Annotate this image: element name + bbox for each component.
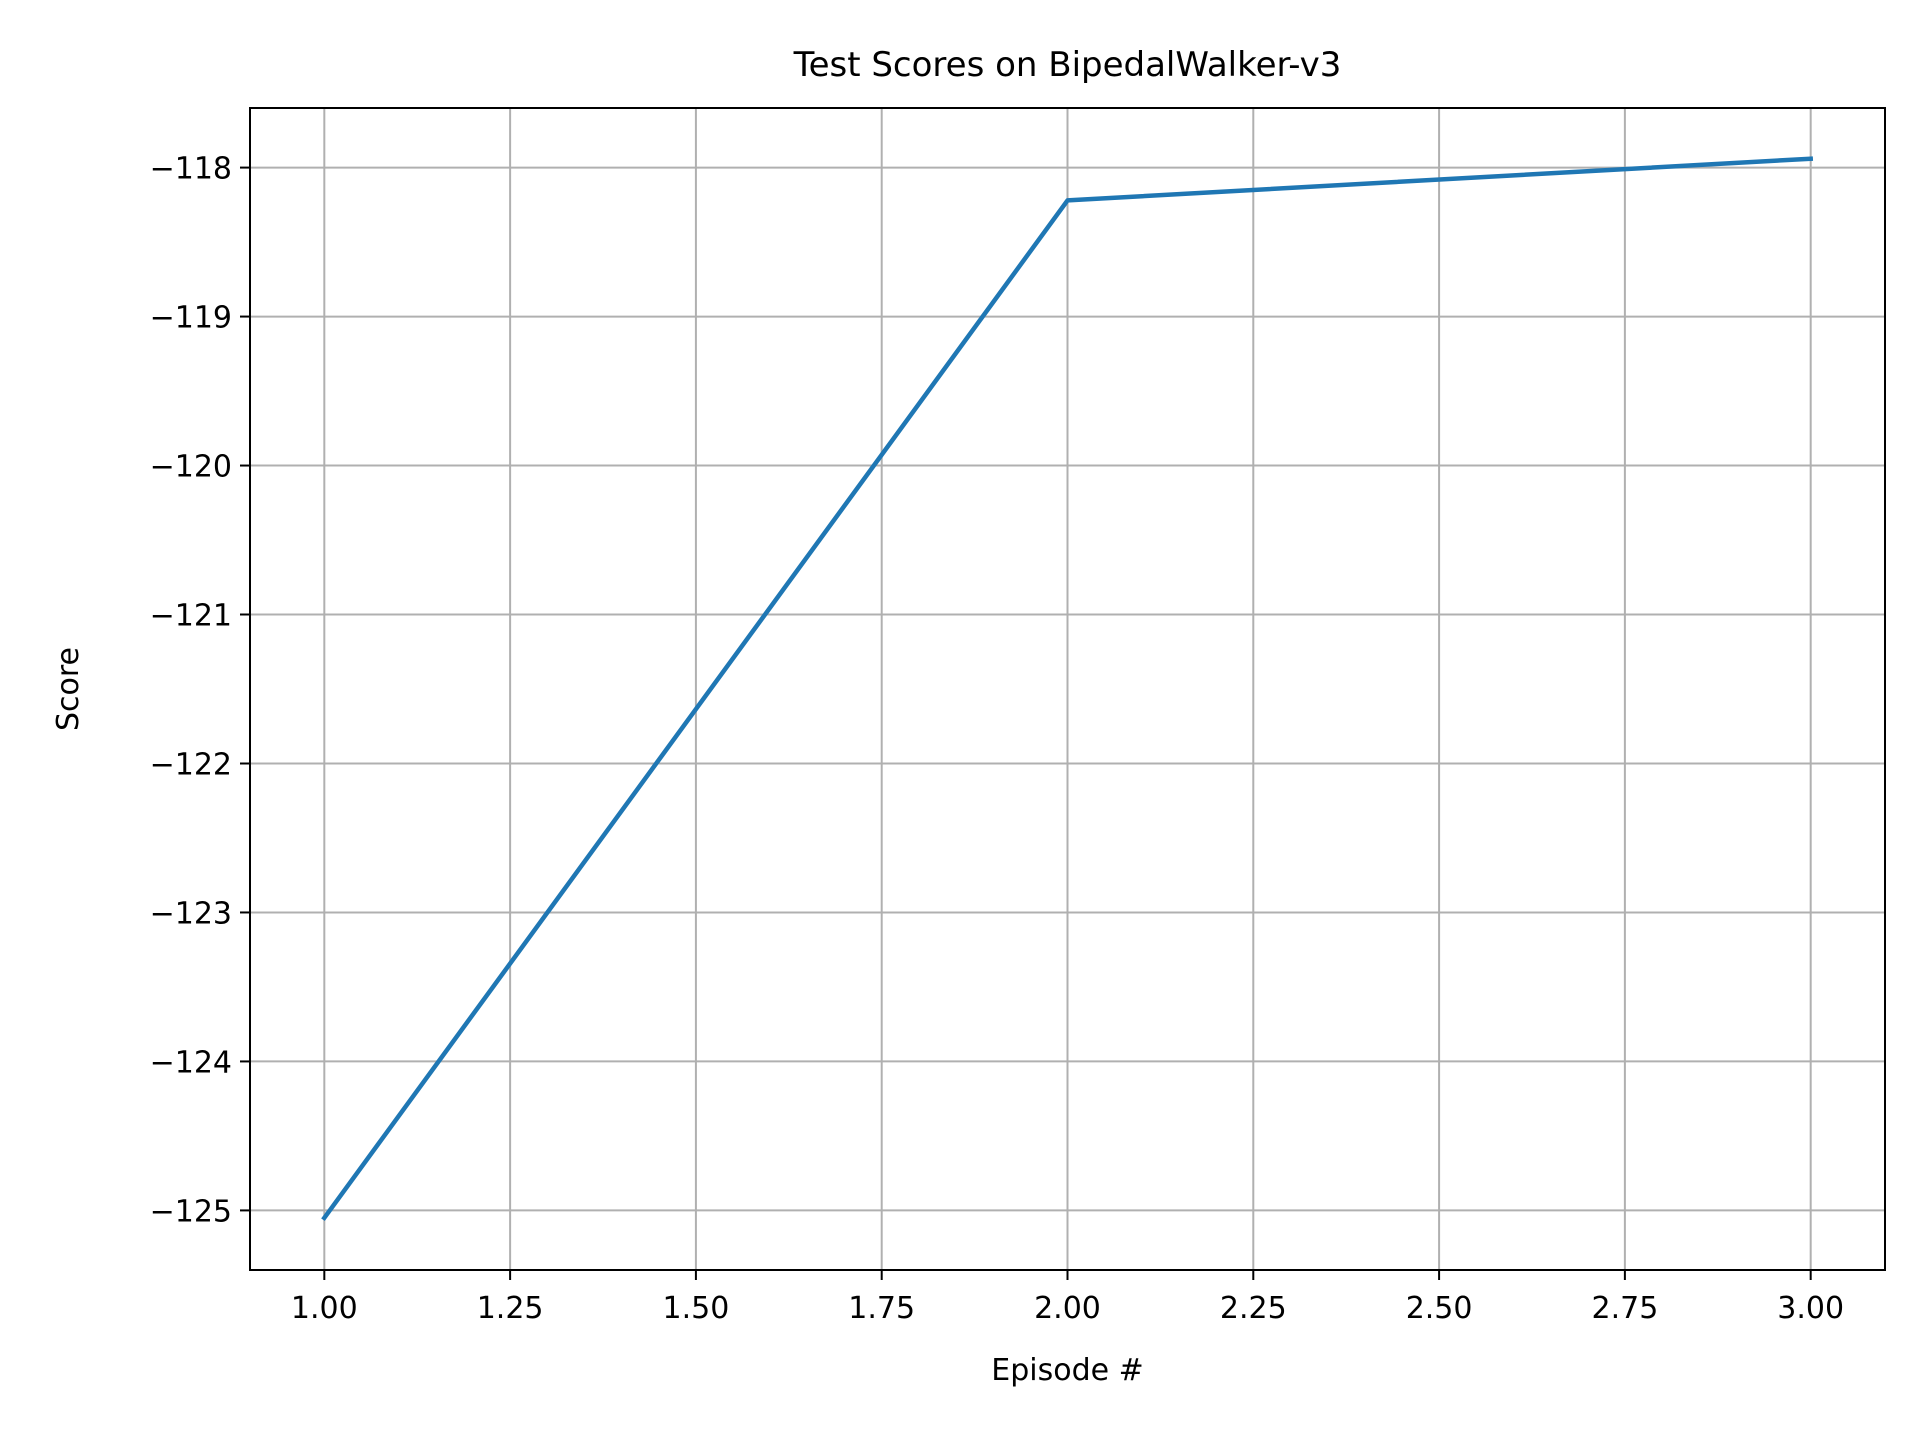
x-tick-label: 1.50 xyxy=(663,1291,730,1326)
y-tick-label: −124 xyxy=(150,1045,232,1080)
y-axis-ticks: −118 −119 −120 −121 −122 −123 −124 −125 xyxy=(150,152,250,1229)
y-tick-label: −121 xyxy=(150,599,232,634)
x-axis-ticks: 1.00 1.25 1.50 1.75 2.00 2.25 2.50 2.75 3.00 xyxy=(291,1270,1844,1326)
x-tick-label: 1.25 xyxy=(477,1291,544,1326)
y-tick-label: −118 xyxy=(150,152,232,187)
y-tick-label: −122 xyxy=(150,747,232,782)
x-tick-label: 2.75 xyxy=(1591,1291,1658,1326)
x-tick-label: 3.00 xyxy=(1777,1291,1844,1326)
x-tick-label: 1.00 xyxy=(291,1291,358,1326)
x-axis-label: Episode # xyxy=(991,1353,1144,1388)
chart-title: Test Scores on BipedalWalker-v3 xyxy=(793,45,1342,85)
y-axis-label: Score xyxy=(51,647,86,731)
y-tick-label: −120 xyxy=(150,450,232,485)
x-tick-label: 2.25 xyxy=(1220,1291,1287,1326)
series-line xyxy=(321,156,1814,1222)
x-tick-label: 2.00 xyxy=(1034,1291,1101,1326)
x-tick-label: 1.75 xyxy=(848,1291,915,1326)
grid-lines xyxy=(250,108,1885,1270)
data-series xyxy=(321,156,1814,1222)
y-tick-label: −119 xyxy=(150,301,232,336)
y-tick-label: −123 xyxy=(150,896,232,931)
x-tick-label: 2.50 xyxy=(1406,1291,1473,1326)
y-tick-label: −125 xyxy=(150,1194,232,1229)
